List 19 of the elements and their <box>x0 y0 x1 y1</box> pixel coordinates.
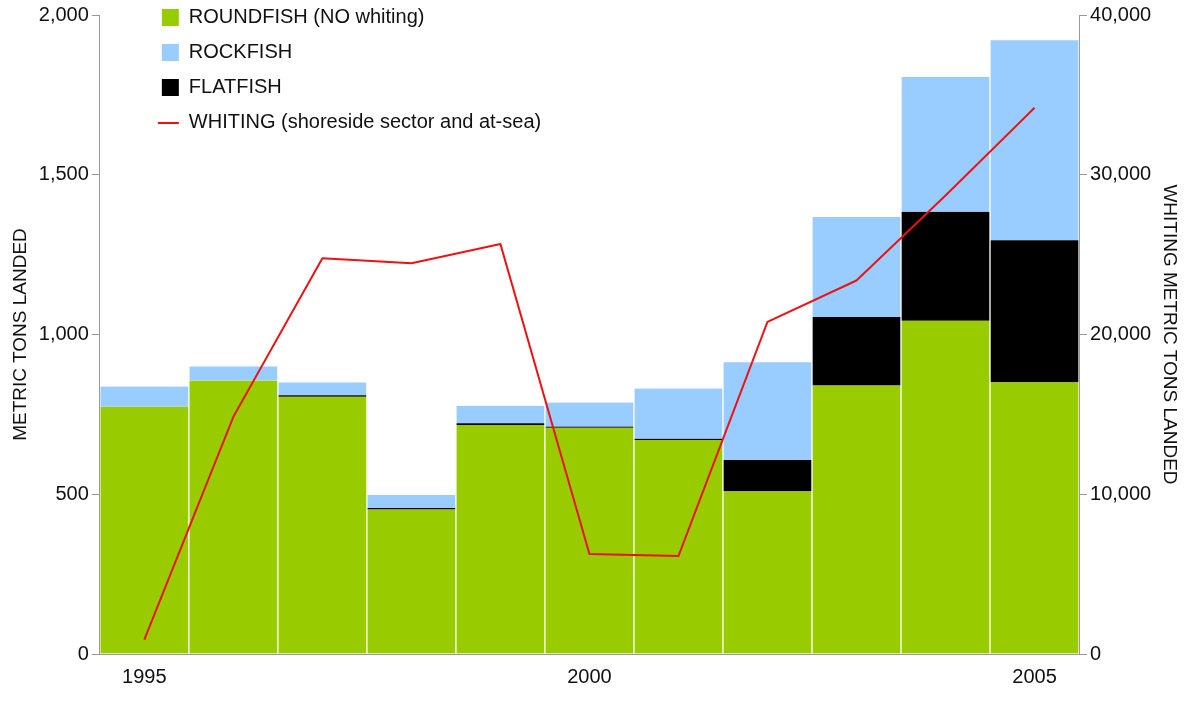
legend-label: ROCKFISH <box>188 39 293 62</box>
y2-tick-label: 30,000 <box>1090 162 1152 185</box>
legend-label: ROUNDFISH (NO whiting) <box>188 4 425 27</box>
y2-tick-label: 40,000 <box>1090 2 1152 25</box>
y2-tick-label: 20,000 <box>1090 322 1152 345</box>
y2-axis-title: WHITING METRIC TONS LANDED <box>1160 184 1182 485</box>
x-tick-label: 1995 <box>122 664 167 687</box>
y2-tick-label: 10,000 <box>1090 481 1152 504</box>
x-tick-label: 2005 <box>1012 664 1057 687</box>
y-tick-label: 0 <box>77 641 89 664</box>
y-axis-title: METRIC TONS LANDED <box>8 228 30 441</box>
legend-label: FLATFISH <box>188 74 282 97</box>
y2-tick-label: 0 <box>1090 641 1102 664</box>
legend-label: WHITING (shoreside sector and at-sea) <box>188 109 542 132</box>
y-tick-label: 1,000 <box>38 322 89 345</box>
y-tick-label: 2,000 <box>38 2 89 25</box>
x-tick-label: 2000 <box>567 664 612 687</box>
y-tick-label: 1,500 <box>38 162 89 185</box>
y-tick-label: 500 <box>55 481 89 504</box>
